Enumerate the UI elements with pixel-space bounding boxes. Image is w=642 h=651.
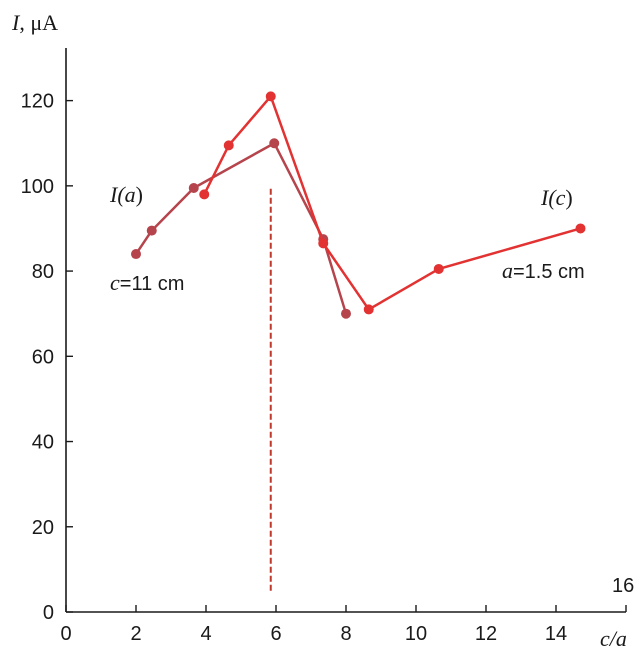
data-point [318,238,329,249]
series-label-i-c: I(c) [540,185,573,210]
data-point [575,223,586,234]
y-tick-label: 100 [21,176,54,198]
y-axis-label: I, μA [11,10,58,35]
series-label-i-a: I(a) [109,182,143,207]
data-point [188,182,199,193]
y-tick-label: 0 [43,602,54,624]
x-tick-label: 4 [200,623,211,645]
x-tick-label: 0 [60,623,71,645]
condition-label-a: c=11 cm [110,270,184,295]
data-point [363,304,374,315]
data-point [146,225,157,236]
x-axis-label: c/a [600,626,627,651]
x-axis-end-tick: 16 [612,575,634,597]
data-point [131,249,141,260]
y-tick-label: 80 [32,261,54,283]
y-tick-label: 120 [21,91,54,113]
x-tick-label: 12 [475,623,497,645]
x-tick-label: 6 [270,623,281,645]
x-tick-label: 2 [130,623,141,645]
x-tick-label: 8 [340,623,351,645]
y-tick-label: 40 [32,432,54,454]
x-tick-label: 10 [405,623,427,645]
condition-label-c: a=1.5 cm [502,258,585,283]
tick-labels: 0 2 4 6 8 10 12 14 0 20 40 60 80 100 120 [21,91,627,645]
data-point [265,91,276,102]
y-tick-label: 20 [32,517,54,539]
y-tick-label: 60 [32,346,54,368]
series-group [131,91,586,319]
data-point [199,189,210,200]
data-point [433,263,444,274]
axes [65,48,626,613]
data-point [269,138,280,149]
data-point [223,140,234,151]
x-tick-label: 14 [545,623,567,645]
data-point [341,308,351,319]
